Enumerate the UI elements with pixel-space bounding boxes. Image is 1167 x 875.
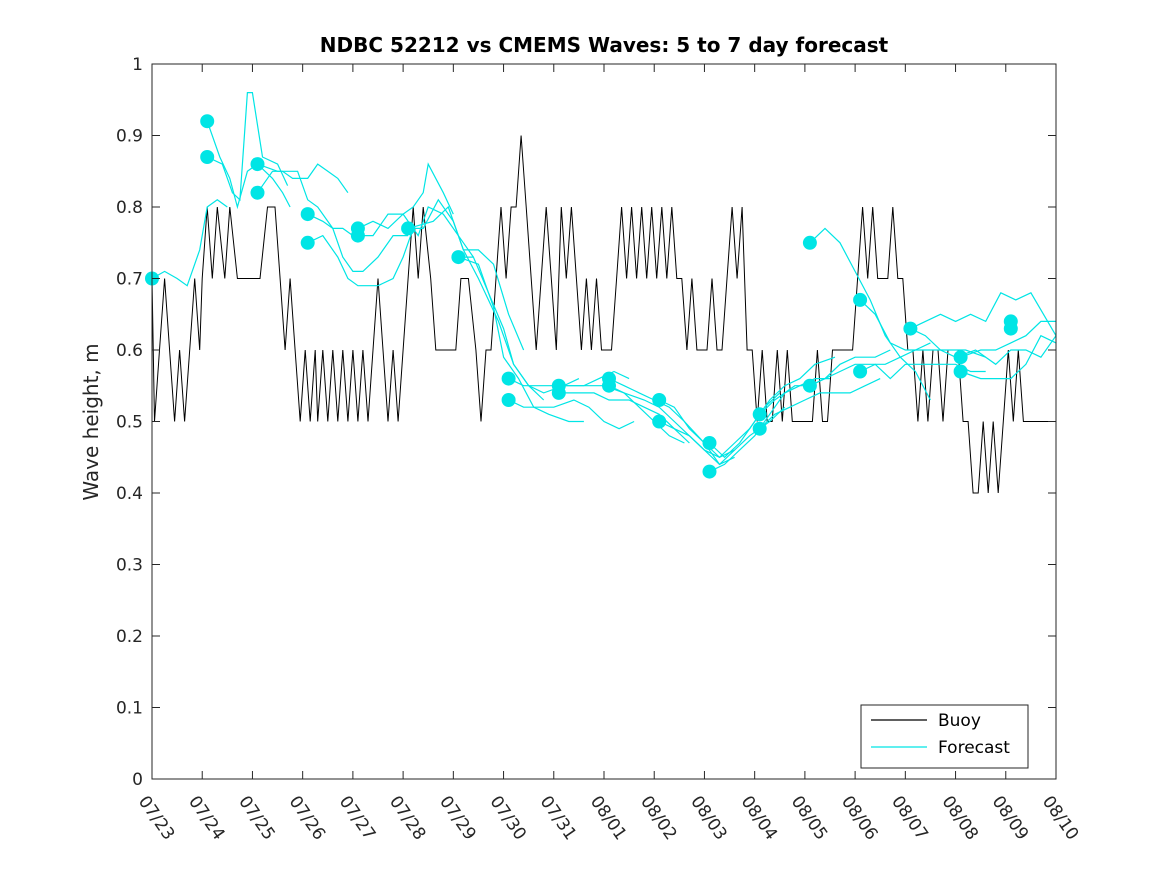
y-axis-label: Wave height, m [79, 343, 103, 500]
forecast-marker-26 [853, 292, 868, 307]
chart-title: NDBC 52212 vs CMEMS Waves: 5 to 7 day fo… [320, 33, 889, 57]
forecast-marker-3 [200, 150, 215, 164]
plot-area [145, 91, 1057, 494]
legend-label-forecast: Forecast [938, 738, 1010, 758]
forecast-marker-12 [501, 371, 516, 386]
forecast-marker-10 [401, 221, 416, 236]
forecast-run-line-22 [709, 356, 836, 459]
forecast-marker-18 [652, 393, 667, 407]
legend-label-buoy: Buoy [938, 711, 981, 731]
forecast-marker-15 [551, 385, 566, 400]
forecast-run-line-1 [151, 199, 228, 287]
forecast-marker-27 [853, 364, 868, 379]
forecast-marker-13 [501, 393, 516, 407]
forecast-marker-5 [250, 185, 265, 200]
forecast-marker-29 [953, 350, 968, 365]
forecast-marker-7 [300, 235, 315, 250]
y-tick-label-6: 0.6 [116, 341, 143, 361]
y-tick-label-3: 0.3 [116, 556, 143, 576]
forecast-marker-9 [350, 228, 365, 243]
forecast-run-line-32 [960, 320, 1056, 358]
y-tick-label-5: 0.5 [116, 413, 143, 433]
y-tick-label-0: 0 [132, 770, 143, 790]
forecast-marker-21 [702, 464, 717, 479]
forecast-run-line-2 [206, 121, 291, 210]
forecast-run-line-25 [759, 378, 881, 430]
y-tick-label-2: 0.2 [116, 627, 143, 647]
forecast-run-line-7 [307, 228, 414, 287]
y-tick-label-7: 0.7 [116, 270, 143, 290]
forecast-run-line-17 [558, 392, 690, 444]
y-tick-label-10: 1 [132, 55, 143, 75]
forecast-marker-28 [903, 321, 918, 336]
y-tick-label-9: 0.9 [116, 127, 143, 147]
legend-box [860, 704, 1029, 769]
forecast-run-line-19 [608, 385, 735, 458]
forecast-marker-22 [752, 407, 767, 422]
forecast-run-line-26 [809, 342, 931, 387]
forecast-marker-30 [953, 364, 968, 379]
forecast-marker-11 [451, 250, 466, 265]
forecast-marker-2 [200, 114, 215, 129]
forecast-marker-24 [802, 235, 817, 250]
y-tick-label-8: 0.8 [116, 198, 143, 218]
forecast-run-line-28 [859, 299, 986, 358]
forecast-run-line-8 [357, 162, 454, 230]
y-tick-label-4: 0.4 [116, 484, 143, 504]
forecast-marker-19 [652, 414, 667, 429]
forecast-run-line-27 [809, 227, 931, 401]
forecast-marker-32 [1003, 321, 1018, 336]
forecast-run-line-18 [608, 378, 735, 466]
forecast-run-line-6 [307, 213, 409, 272]
forecast-marker-20 [702, 436, 717, 450]
forecast-marker-4 [250, 157, 265, 172]
legend: Buoy Forecast [860, 704, 1029, 769]
forecast-run-line-9 [357, 206, 474, 258]
forecast-marker-6 [300, 207, 315, 222]
forecast-run-line-31 [910, 328, 1057, 366]
forecast-run-line-15 [508, 399, 635, 430]
forecast-marker-17 [602, 378, 616, 393]
y-tick-label-1: 0.1 [116, 699, 143, 719]
forecast-run-line-5 [257, 163, 364, 237]
forecast-run-line-30 [910, 292, 1057, 337]
forecast-run-line-3 [206, 91, 289, 202]
forecast-run-line-33 [960, 334, 1057, 380]
forecast-marker-25 [802, 378, 817, 393]
forecast-marker-23 [752, 421, 767, 436]
forecast-run-line-13 [458, 256, 584, 423]
